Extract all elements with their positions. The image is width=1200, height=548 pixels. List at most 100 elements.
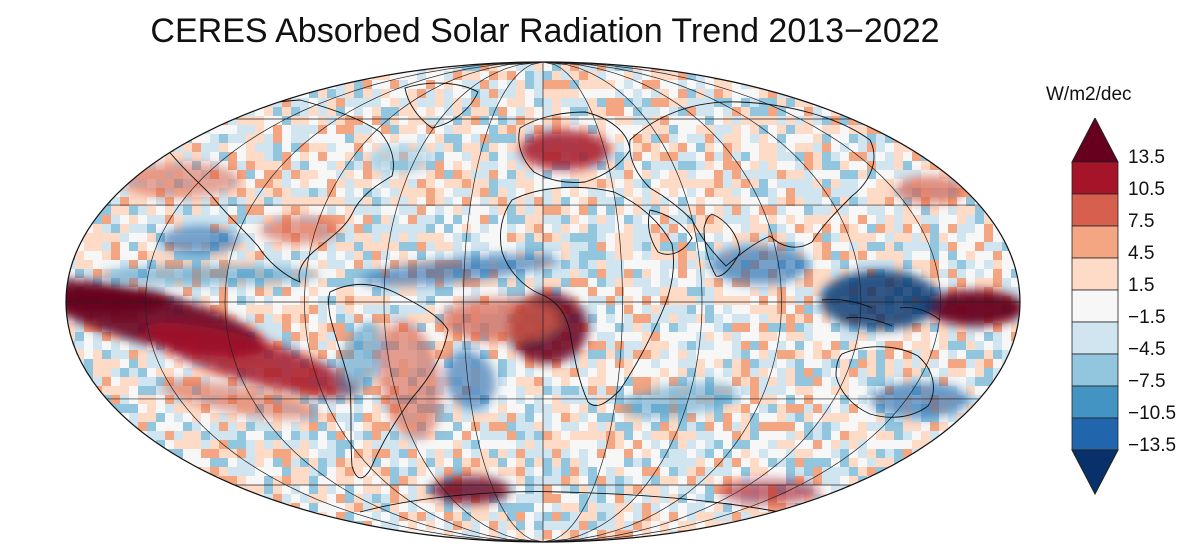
noise-cell xyxy=(363,134,372,143)
noise-cell xyxy=(804,287,813,296)
noise-cell xyxy=(381,170,390,179)
noise-cell xyxy=(336,62,345,71)
noise-cell xyxy=(129,215,138,224)
noise-cell xyxy=(84,341,93,350)
noise-cell xyxy=(525,359,534,368)
noise-cell xyxy=(219,260,228,269)
noise-cell xyxy=(669,242,678,251)
noise-cell xyxy=(750,431,759,440)
noise-cell xyxy=(903,206,912,215)
noise-cell xyxy=(354,188,363,197)
noise-cell xyxy=(885,125,894,134)
noise-cell xyxy=(705,188,714,197)
noise-cell xyxy=(219,143,228,152)
noise-cell xyxy=(471,143,480,152)
noise-cell xyxy=(399,188,408,197)
noise-cell xyxy=(714,107,723,116)
noise-cell xyxy=(453,332,462,341)
noise-cell xyxy=(723,143,732,152)
noise-cell xyxy=(840,260,849,269)
noise-cell xyxy=(633,107,642,116)
noise-cell xyxy=(399,116,408,125)
noise-cell xyxy=(273,134,282,143)
noise-cell xyxy=(327,422,336,431)
noise-cell xyxy=(525,215,534,224)
noise-cell xyxy=(984,98,993,107)
noise-cell xyxy=(471,188,480,197)
noise-cell xyxy=(912,368,921,377)
noise-cell xyxy=(417,206,426,215)
noise-cell xyxy=(642,125,651,134)
noise-cell xyxy=(165,287,174,296)
noise-cell xyxy=(174,260,183,269)
noise-cell xyxy=(1002,440,1011,449)
noise-cell xyxy=(678,152,687,161)
noise-cell xyxy=(741,332,750,341)
noise-cell xyxy=(516,80,525,89)
noise-cell xyxy=(579,350,588,359)
noise-cell xyxy=(237,314,246,323)
noise-cell xyxy=(912,269,921,278)
noise-cell xyxy=(417,476,426,485)
noise-cell xyxy=(237,134,246,143)
noise-cell xyxy=(948,422,957,431)
noise-cell xyxy=(669,278,678,287)
noise-cell xyxy=(687,332,696,341)
noise-cell xyxy=(750,287,759,296)
noise-cell xyxy=(597,188,606,197)
noise-cell xyxy=(795,161,804,170)
noise-cell xyxy=(525,224,534,233)
noise-cell xyxy=(939,143,948,152)
noise-cell xyxy=(246,260,255,269)
noise-cell xyxy=(111,80,120,89)
noise-cell xyxy=(804,107,813,116)
noise-cell xyxy=(696,305,705,314)
noise-cell xyxy=(642,278,651,287)
noise-cell xyxy=(831,449,840,458)
noise-cell xyxy=(102,431,111,440)
noise-cell xyxy=(687,413,696,422)
noise-cell xyxy=(615,449,624,458)
noise-cell xyxy=(858,62,867,71)
noise-cell xyxy=(732,458,741,467)
noise-cell xyxy=(921,251,930,260)
noise-cell xyxy=(363,431,372,440)
noise-cell xyxy=(120,260,129,269)
noise-cell xyxy=(741,179,750,188)
noise-cell xyxy=(462,89,471,98)
noise-cell xyxy=(399,233,408,242)
noise-cell xyxy=(444,242,453,251)
noise-cell xyxy=(615,260,624,269)
noise-cell xyxy=(111,125,120,134)
noise-cell xyxy=(723,359,732,368)
noise-cell xyxy=(813,422,822,431)
noise-cell xyxy=(804,197,813,206)
noise-cell xyxy=(147,449,156,458)
noise-cell xyxy=(246,143,255,152)
noise-cell xyxy=(804,152,813,161)
noise-cell xyxy=(372,386,381,395)
noise-cell xyxy=(993,458,1002,467)
noise-cell xyxy=(156,386,165,395)
noise-cell xyxy=(813,107,822,116)
noise-cell xyxy=(309,71,318,80)
noise-cell xyxy=(174,71,183,80)
noise-cell xyxy=(840,170,849,179)
noise-cell xyxy=(948,143,957,152)
noise-cell xyxy=(732,431,741,440)
noise-cell xyxy=(867,116,876,125)
noise-cell xyxy=(480,431,489,440)
noise-cell xyxy=(156,215,165,224)
noise-cell xyxy=(471,161,480,170)
noise-cell xyxy=(381,242,390,251)
noise-cell xyxy=(327,395,336,404)
noise-cell xyxy=(615,107,624,116)
noise-cell xyxy=(822,143,831,152)
noise-cell xyxy=(147,476,156,485)
noise-cell xyxy=(219,98,228,107)
noise-cell xyxy=(795,89,804,98)
noise-cell xyxy=(147,125,156,134)
noise-cell xyxy=(120,359,129,368)
noise-cell xyxy=(246,161,255,170)
noise-cell xyxy=(120,224,129,233)
